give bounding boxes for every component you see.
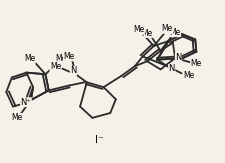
Text: Me: Me: [162, 24, 173, 33]
Text: Me: Me: [133, 25, 144, 34]
Text: Me: Me: [142, 29, 153, 37]
Text: N⁺: N⁺: [20, 98, 32, 107]
Text: Me: Me: [183, 71, 194, 80]
Text: N: N: [169, 64, 175, 73]
Text: N: N: [70, 67, 77, 75]
Text: Me: Me: [55, 54, 67, 63]
Text: Me: Me: [11, 113, 22, 122]
Text: N: N: [175, 53, 182, 62]
Text: Me: Me: [24, 54, 35, 63]
Text: Me: Me: [63, 52, 74, 61]
Text: I⁻: I⁻: [95, 135, 103, 145]
Text: Me: Me: [169, 28, 181, 37]
Text: Me: Me: [191, 59, 202, 68]
Text: Me: Me: [50, 62, 61, 71]
